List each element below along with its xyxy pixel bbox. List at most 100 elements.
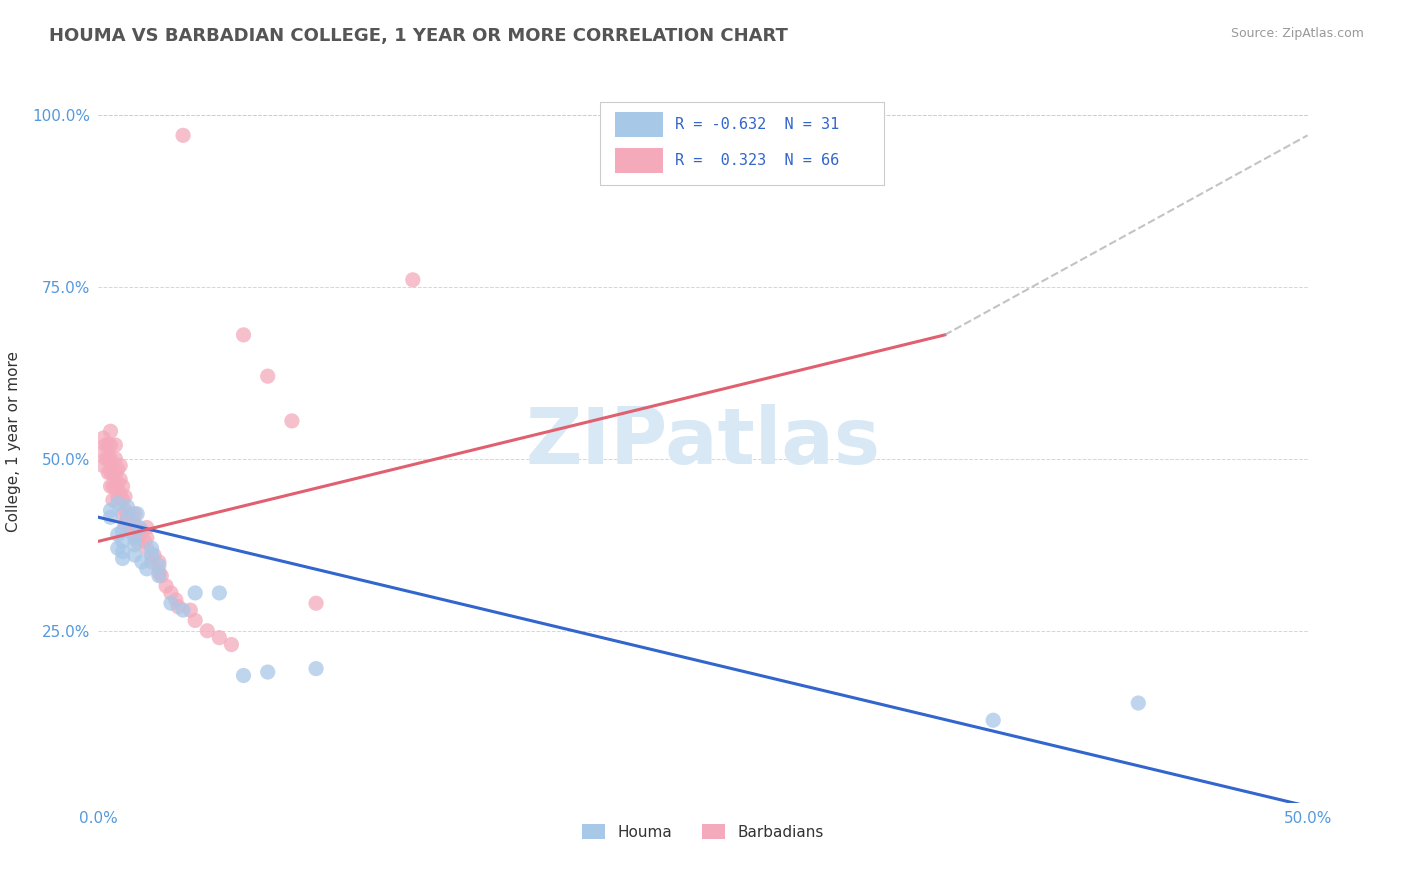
Text: R =  0.323  N = 66: R = 0.323 N = 66	[675, 153, 839, 168]
Point	[100, 479, 122, 493]
Point	[91, 458, 114, 473]
Point	[124, 507, 146, 521]
Point	[101, 479, 124, 493]
Point	[97, 438, 120, 452]
Point	[97, 451, 120, 466]
Point	[124, 538, 146, 552]
Point	[104, 479, 127, 493]
Point	[208, 631, 231, 645]
Point	[111, 544, 134, 558]
Point	[127, 507, 149, 521]
Point	[107, 541, 129, 556]
Point	[141, 548, 163, 562]
Point	[160, 596, 183, 610]
Point	[111, 534, 134, 549]
Point	[208, 586, 231, 600]
Point	[131, 555, 153, 569]
Point	[148, 558, 170, 573]
Point	[148, 555, 170, 569]
Point	[135, 541, 157, 556]
Point	[91, 431, 114, 445]
Text: ZIPatlas: ZIPatlas	[526, 403, 880, 480]
Point	[150, 568, 173, 582]
Point	[104, 438, 127, 452]
Point	[143, 548, 166, 562]
Point	[402, 273, 425, 287]
Point	[104, 466, 127, 480]
Point	[195, 624, 218, 638]
Text: R = -0.632  N = 31: R = -0.632 N = 31	[675, 117, 839, 132]
Point	[101, 466, 124, 480]
Point	[179, 603, 201, 617]
Point	[108, 472, 131, 486]
Point	[107, 527, 129, 541]
Point	[100, 438, 122, 452]
Point	[94, 438, 117, 452]
Point	[108, 458, 131, 473]
Point	[94, 451, 117, 466]
Y-axis label: College, 1 year or more: College, 1 year or more	[6, 351, 21, 532]
Point	[281, 414, 304, 428]
Point	[107, 496, 129, 510]
Point	[101, 493, 124, 508]
Point	[107, 475, 129, 490]
Point	[167, 599, 190, 614]
Point	[100, 503, 122, 517]
Point	[111, 507, 134, 521]
Point	[104, 451, 127, 466]
Point	[141, 541, 163, 556]
Point	[305, 662, 328, 676]
Point	[184, 586, 207, 600]
Point	[124, 527, 146, 541]
Point	[111, 551, 134, 566]
Point	[111, 493, 134, 508]
Text: Source: ZipAtlas.com: Source: ZipAtlas.com	[1230, 27, 1364, 40]
FancyBboxPatch shape	[600, 102, 884, 185]
Point	[127, 534, 149, 549]
Point	[148, 568, 170, 582]
Point	[114, 517, 136, 532]
Point	[100, 466, 122, 480]
Point	[141, 555, 163, 569]
Point	[172, 603, 194, 617]
Point	[117, 510, 139, 524]
Point	[111, 524, 134, 538]
Bar	[614, 112, 664, 136]
Point	[124, 517, 146, 532]
Text: HOUMA VS BARBADIAN COLLEGE, 1 YEAR OR MORE CORRELATION CHART: HOUMA VS BARBADIAN COLLEGE, 1 YEAR OR MO…	[49, 27, 789, 45]
Point	[232, 668, 254, 682]
Point	[172, 128, 194, 143]
Point	[131, 524, 153, 538]
Point	[121, 514, 143, 528]
Point	[117, 500, 139, 514]
Point	[184, 614, 207, 628]
Point	[114, 503, 136, 517]
Point	[107, 462, 129, 476]
Point	[117, 510, 139, 524]
Point	[114, 490, 136, 504]
Point	[100, 424, 122, 438]
Point	[108, 486, 131, 500]
Point	[107, 490, 129, 504]
Point	[134, 534, 156, 549]
Point	[100, 510, 122, 524]
Point	[124, 548, 146, 562]
Point	[111, 479, 134, 493]
Point	[128, 527, 150, 541]
Bar	[614, 148, 664, 173]
Point	[128, 520, 150, 534]
Point	[135, 562, 157, 576]
Point	[155, 579, 177, 593]
Point	[232, 327, 254, 342]
Legend: Houma, Barbadians: Houma, Barbadians	[576, 818, 830, 846]
Point	[165, 592, 187, 607]
Point	[221, 638, 243, 652]
Point	[118, 520, 141, 534]
Point	[100, 451, 122, 466]
Point	[135, 520, 157, 534]
Point	[118, 507, 141, 521]
Point	[148, 566, 170, 580]
Point	[135, 531, 157, 545]
Point	[97, 466, 120, 480]
Point	[1128, 696, 1150, 710]
